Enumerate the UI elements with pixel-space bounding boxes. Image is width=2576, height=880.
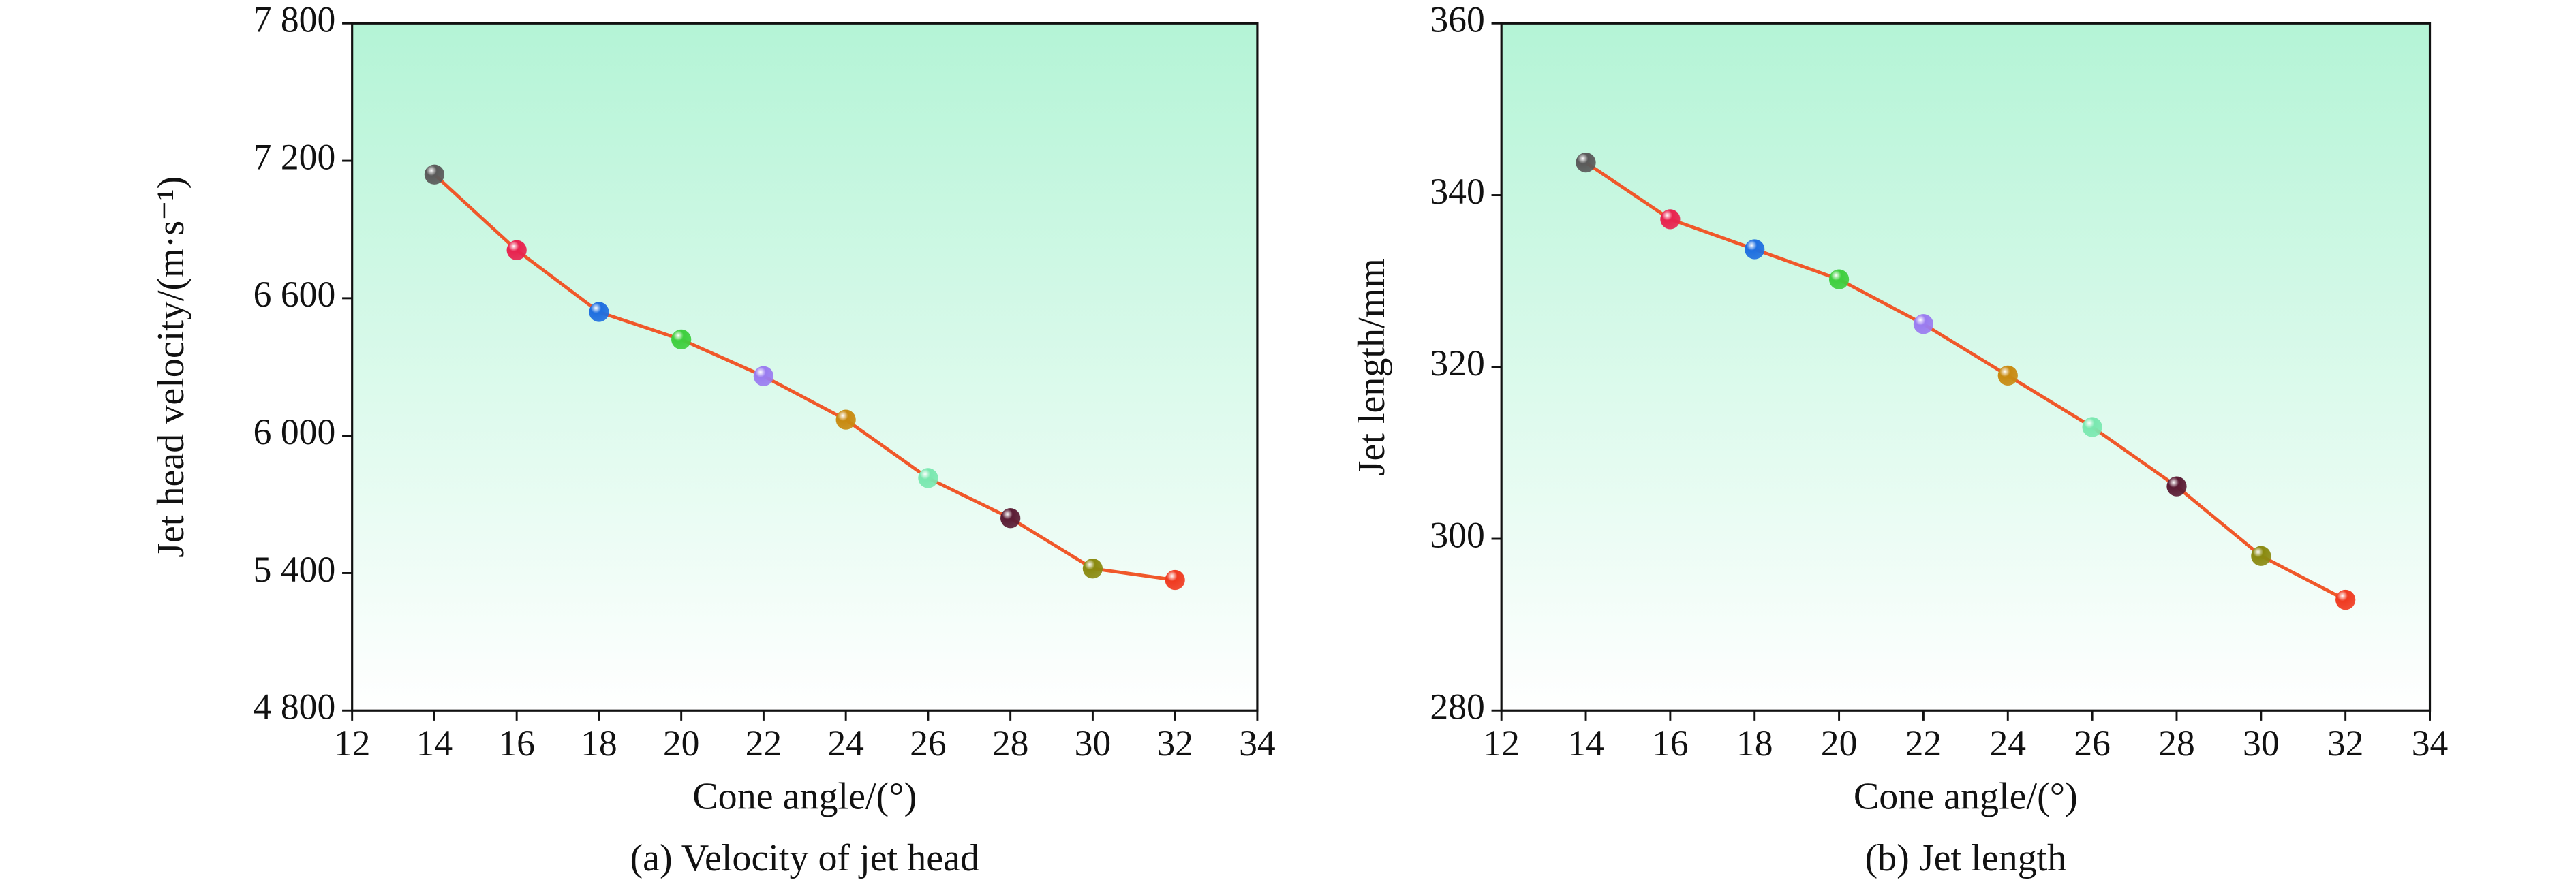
x-axis-label: Cone angle/(°) <box>1854 776 2078 818</box>
x-tick-label: 14 <box>416 723 453 764</box>
y-tick-label: 280 <box>1430 687 1484 727</box>
data-point <box>1576 152 1596 173</box>
plot-background <box>1501 23 2430 711</box>
data-point <box>1165 569 1185 591</box>
y-tick-label: 4 800 <box>254 687 336 727</box>
data-point <box>1828 269 1850 289</box>
x-tick-label: 24 <box>1989 723 2026 764</box>
x-tick-label: 12 <box>334 723 371 764</box>
x-tick-label: 18 <box>581 723 617 764</box>
x-tick-label: 16 <box>498 723 535 764</box>
x-tick-label: 18 <box>1736 723 1773 764</box>
x-tick-label: 14 <box>1567 723 1604 764</box>
x-tick-label: 20 <box>663 723 700 764</box>
x-tick-label: 32 <box>1156 723 1193 764</box>
x-axis-label: Cone angle/(°) <box>692 776 917 818</box>
caption: (b) Jet length <box>1865 837 2066 879</box>
y-tick-label: 340 <box>1430 171 1484 212</box>
x-tick-label: 26 <box>910 723 947 764</box>
y-tick-label: 7 800 <box>254 0 336 40</box>
data-point <box>506 240 527 260</box>
data-point <box>753 366 774 386</box>
y-tick-label: 6 600 <box>254 274 336 315</box>
data-line <box>433 173 1176 582</box>
x-tick-label: 16 <box>1652 723 1689 764</box>
x-tick-label: 22 <box>1905 723 1942 764</box>
x-tick-label: 12 <box>1483 723 1520 764</box>
x-tick-label: 28 <box>992 723 1029 764</box>
data-point <box>424 164 445 185</box>
data-point <box>1000 508 1021 529</box>
y-tick-label: 5 400 <box>254 549 336 590</box>
data-point <box>2166 476 2187 497</box>
x-tick-label: 26 <box>2074 723 2111 764</box>
y-axis-label: Jet length/mm <box>1351 258 1393 475</box>
plot-frame <box>351 22 1259 712</box>
data-point <box>918 468 938 488</box>
x-tick-label: 32 <box>2327 723 2364 764</box>
y-tick-label: 360 <box>1430 0 1484 40</box>
x-tick-label: 28 <box>2158 723 2195 764</box>
data-point <box>589 302 609 322</box>
data-point <box>1997 365 2018 386</box>
data-point <box>2335 589 2356 610</box>
x-tick-label: 34 <box>2412 723 2449 764</box>
x-tick-label: 34 <box>1239 723 1276 764</box>
x-tick-label: 20 <box>1821 723 1858 764</box>
y-tick-label: 320 <box>1430 343 1484 383</box>
data-point <box>2082 417 2102 437</box>
data-line <box>1584 161 2346 601</box>
x-tick-label: 30 <box>2243 723 2280 764</box>
plot-frame <box>1500 22 2432 712</box>
data-point <box>1745 239 1765 260</box>
data-point <box>1082 559 1103 579</box>
data-point <box>2251 546 2271 566</box>
data-point <box>1913 314 1934 334</box>
y-tick-label: 300 <box>1430 514 1484 555</box>
y-tick-label: 6 000 <box>254 411 336 452</box>
y-tick-label: 7 200 <box>254 136 336 177</box>
x-tick-label: 24 <box>827 723 864 764</box>
data-point <box>671 329 692 350</box>
data-point <box>835 409 856 430</box>
caption: (a) Velocity of jet head <box>630 837 980 879</box>
y-axis-label: Jet head velocity/(m·s⁻¹) <box>150 176 192 558</box>
x-tick-label: 22 <box>746 723 782 764</box>
x-tick-label: 30 <box>1075 723 1111 764</box>
plot-background <box>352 23 1257 711</box>
data-point <box>1660 209 1681 230</box>
